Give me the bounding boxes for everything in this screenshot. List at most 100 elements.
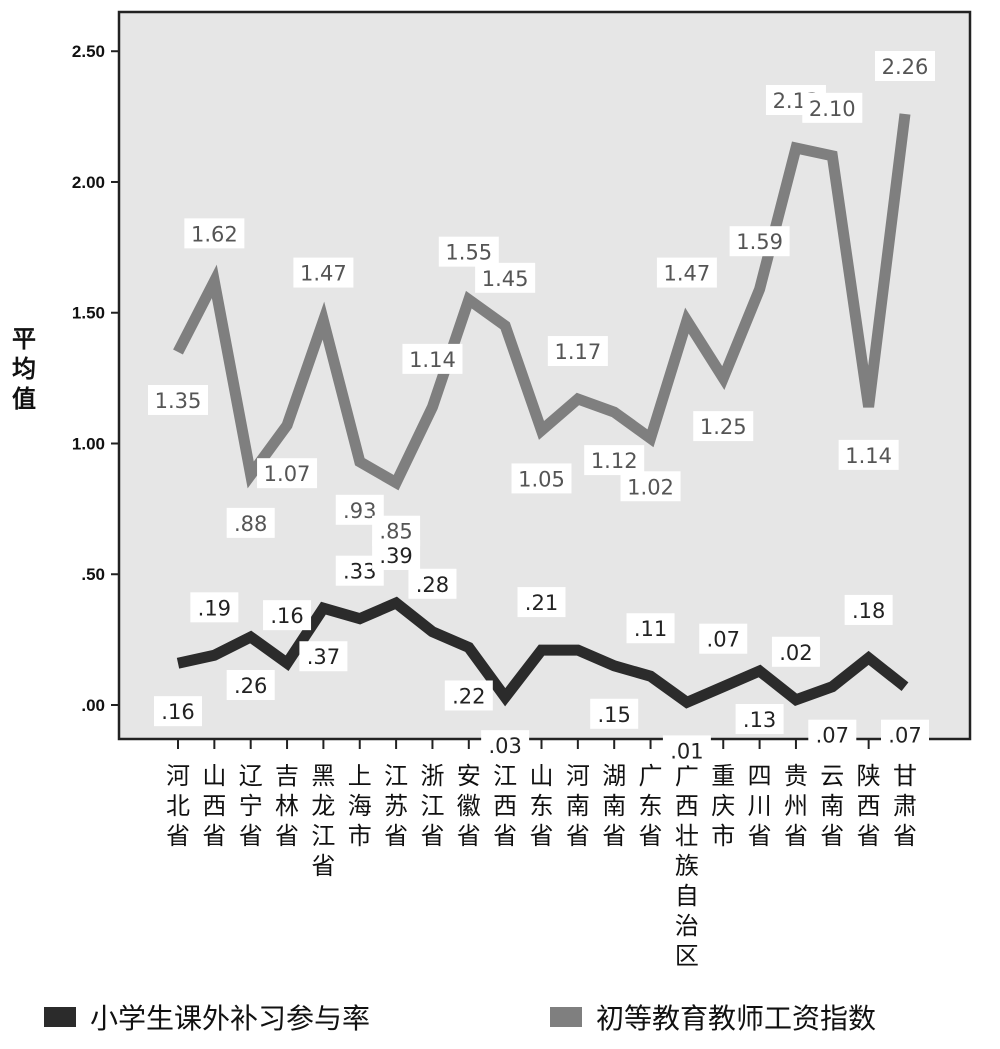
data-label: .13 [743,708,776,732]
data-label: 2.26 [882,55,929,79]
data-label-box [226,507,275,538]
x-tick-label: 吉林省 [275,762,299,850]
y-axis: .00 .50 1.00 1.50 2.00 2.50 [72,42,119,715]
data-label: 1.35 [155,389,202,413]
y-tick-label: 2.00 [72,173,105,192]
data-label-box [620,471,681,502]
data-label-box [735,704,784,735]
data-label: .07 [707,628,740,652]
data-label: .02 [779,641,812,665]
x-tick-label: 云南省 [820,762,844,850]
x-tick-label: 江苏省 [384,762,408,850]
data-label-box [802,92,863,123]
data-label: .85 [379,520,412,544]
data-label-box [693,411,754,442]
data-label: .15 [597,703,630,727]
data-label: .16 [270,604,303,628]
data-label: .18 [852,599,885,623]
legend-label: 小学生课外补习参与率 [90,1002,370,1035]
data-label-box [699,623,748,654]
data-label-box [438,236,499,267]
data-label-box [293,257,354,288]
x-tick-label: 陕西省 [857,762,881,850]
data-label-box [590,698,639,729]
data-label-box [444,680,493,711]
data-label: .26 [234,674,267,698]
legend-label: 初等教育教师工资指数 [596,1002,876,1035]
data-label-box [511,463,572,494]
data-label-box [402,343,463,374]
data-label-box [844,594,893,625]
data-label: 1.14 [409,348,456,372]
y-axis-title: 平均值 [12,325,36,413]
data-label-box [184,218,245,249]
y-tick-label: 2.50 [72,42,105,61]
data-label-box [547,336,608,367]
data-label: 1.25 [700,415,747,439]
data-label-box [517,587,566,618]
x-tick-label: 甘肃省 [893,762,917,850]
data-label-box [881,719,929,750]
data-label: .16 [161,700,194,724]
series-line-1 [176,596,909,709]
x-tick-label: 浙江省 [420,762,444,850]
data-label-box [656,257,717,288]
data-label-box [372,515,421,546]
data-label-box [662,735,711,766]
data-label-box [875,50,935,81]
data-label: 1.62 [191,222,238,246]
x-tick-label: 河北省 [166,762,190,850]
data-label: 1.12 [591,449,638,473]
data-label-box [475,262,536,293]
y-tick-label: .00 [81,696,105,715]
x-tick-label: 安徽省 [457,762,481,850]
data-label: 1.14 [845,444,892,468]
data-label-box [299,641,348,672]
data-label: .11 [634,617,667,641]
x-tick-label: 辽宁省 [239,762,263,850]
x-tick-label: 广西壮族自治区 [675,762,699,970]
data-label: .22 [452,684,485,708]
data-label: .28 [416,573,449,597]
x-tick-label: 贵州省 [784,762,808,850]
data-label-box [771,636,820,667]
series-line-2 [173,113,911,491]
legend-swatch [550,1007,582,1027]
data-label-box [729,226,790,257]
data-label-box [154,696,202,727]
data-label: 1.07 [264,462,311,486]
data-label-box [808,719,857,750]
x-tick-label: 广东省 [639,762,663,850]
x-axis: 河北省山西省辽宁省吉林省黑龙江省上海市江苏省浙江省安徽省江西省山东省河南省湖南省… [166,739,917,970]
data-label: 1.02 [627,475,674,499]
x-tick-label: 江西省 [493,762,517,850]
y-tick-label: .50 [81,565,105,584]
data-label: .21 [525,591,558,615]
y-tick-label: 1.00 [72,434,105,453]
data-label: 1.47 [300,262,347,286]
data-label: .33 [343,560,376,584]
data-label: 1.59 [736,230,783,254]
data-label: .93 [343,499,376,523]
x-tick-label: 上海市 [348,762,372,850]
data-label: 1.55 [445,241,492,265]
data-label-box [190,592,239,623]
x-tick-label: 山西省 [202,762,226,850]
data-label: 1.05 [518,467,565,491]
x-tick-label: 河南省 [566,762,590,850]
data-label-box [584,445,645,476]
data-label: .88 [234,512,267,536]
data-label-box [148,384,208,415]
data-label: .03 [488,734,521,758]
data-labels: .16.19.26.16.37.33.39.28.22.03.21.15.11.… [148,50,935,766]
plot-area [117,10,972,741]
x-tick-label: 山东省 [530,762,554,850]
x-tick-label: 黑龙江省 [311,762,335,880]
data-label: .19 [198,596,231,620]
data-label: 1.45 [482,267,529,291]
x-tick-label: 湖南省 [602,762,626,850]
x-tick-label: 重庆市 [711,762,735,850]
data-label: 1.47 [664,262,711,286]
data-label-box [838,439,899,470]
